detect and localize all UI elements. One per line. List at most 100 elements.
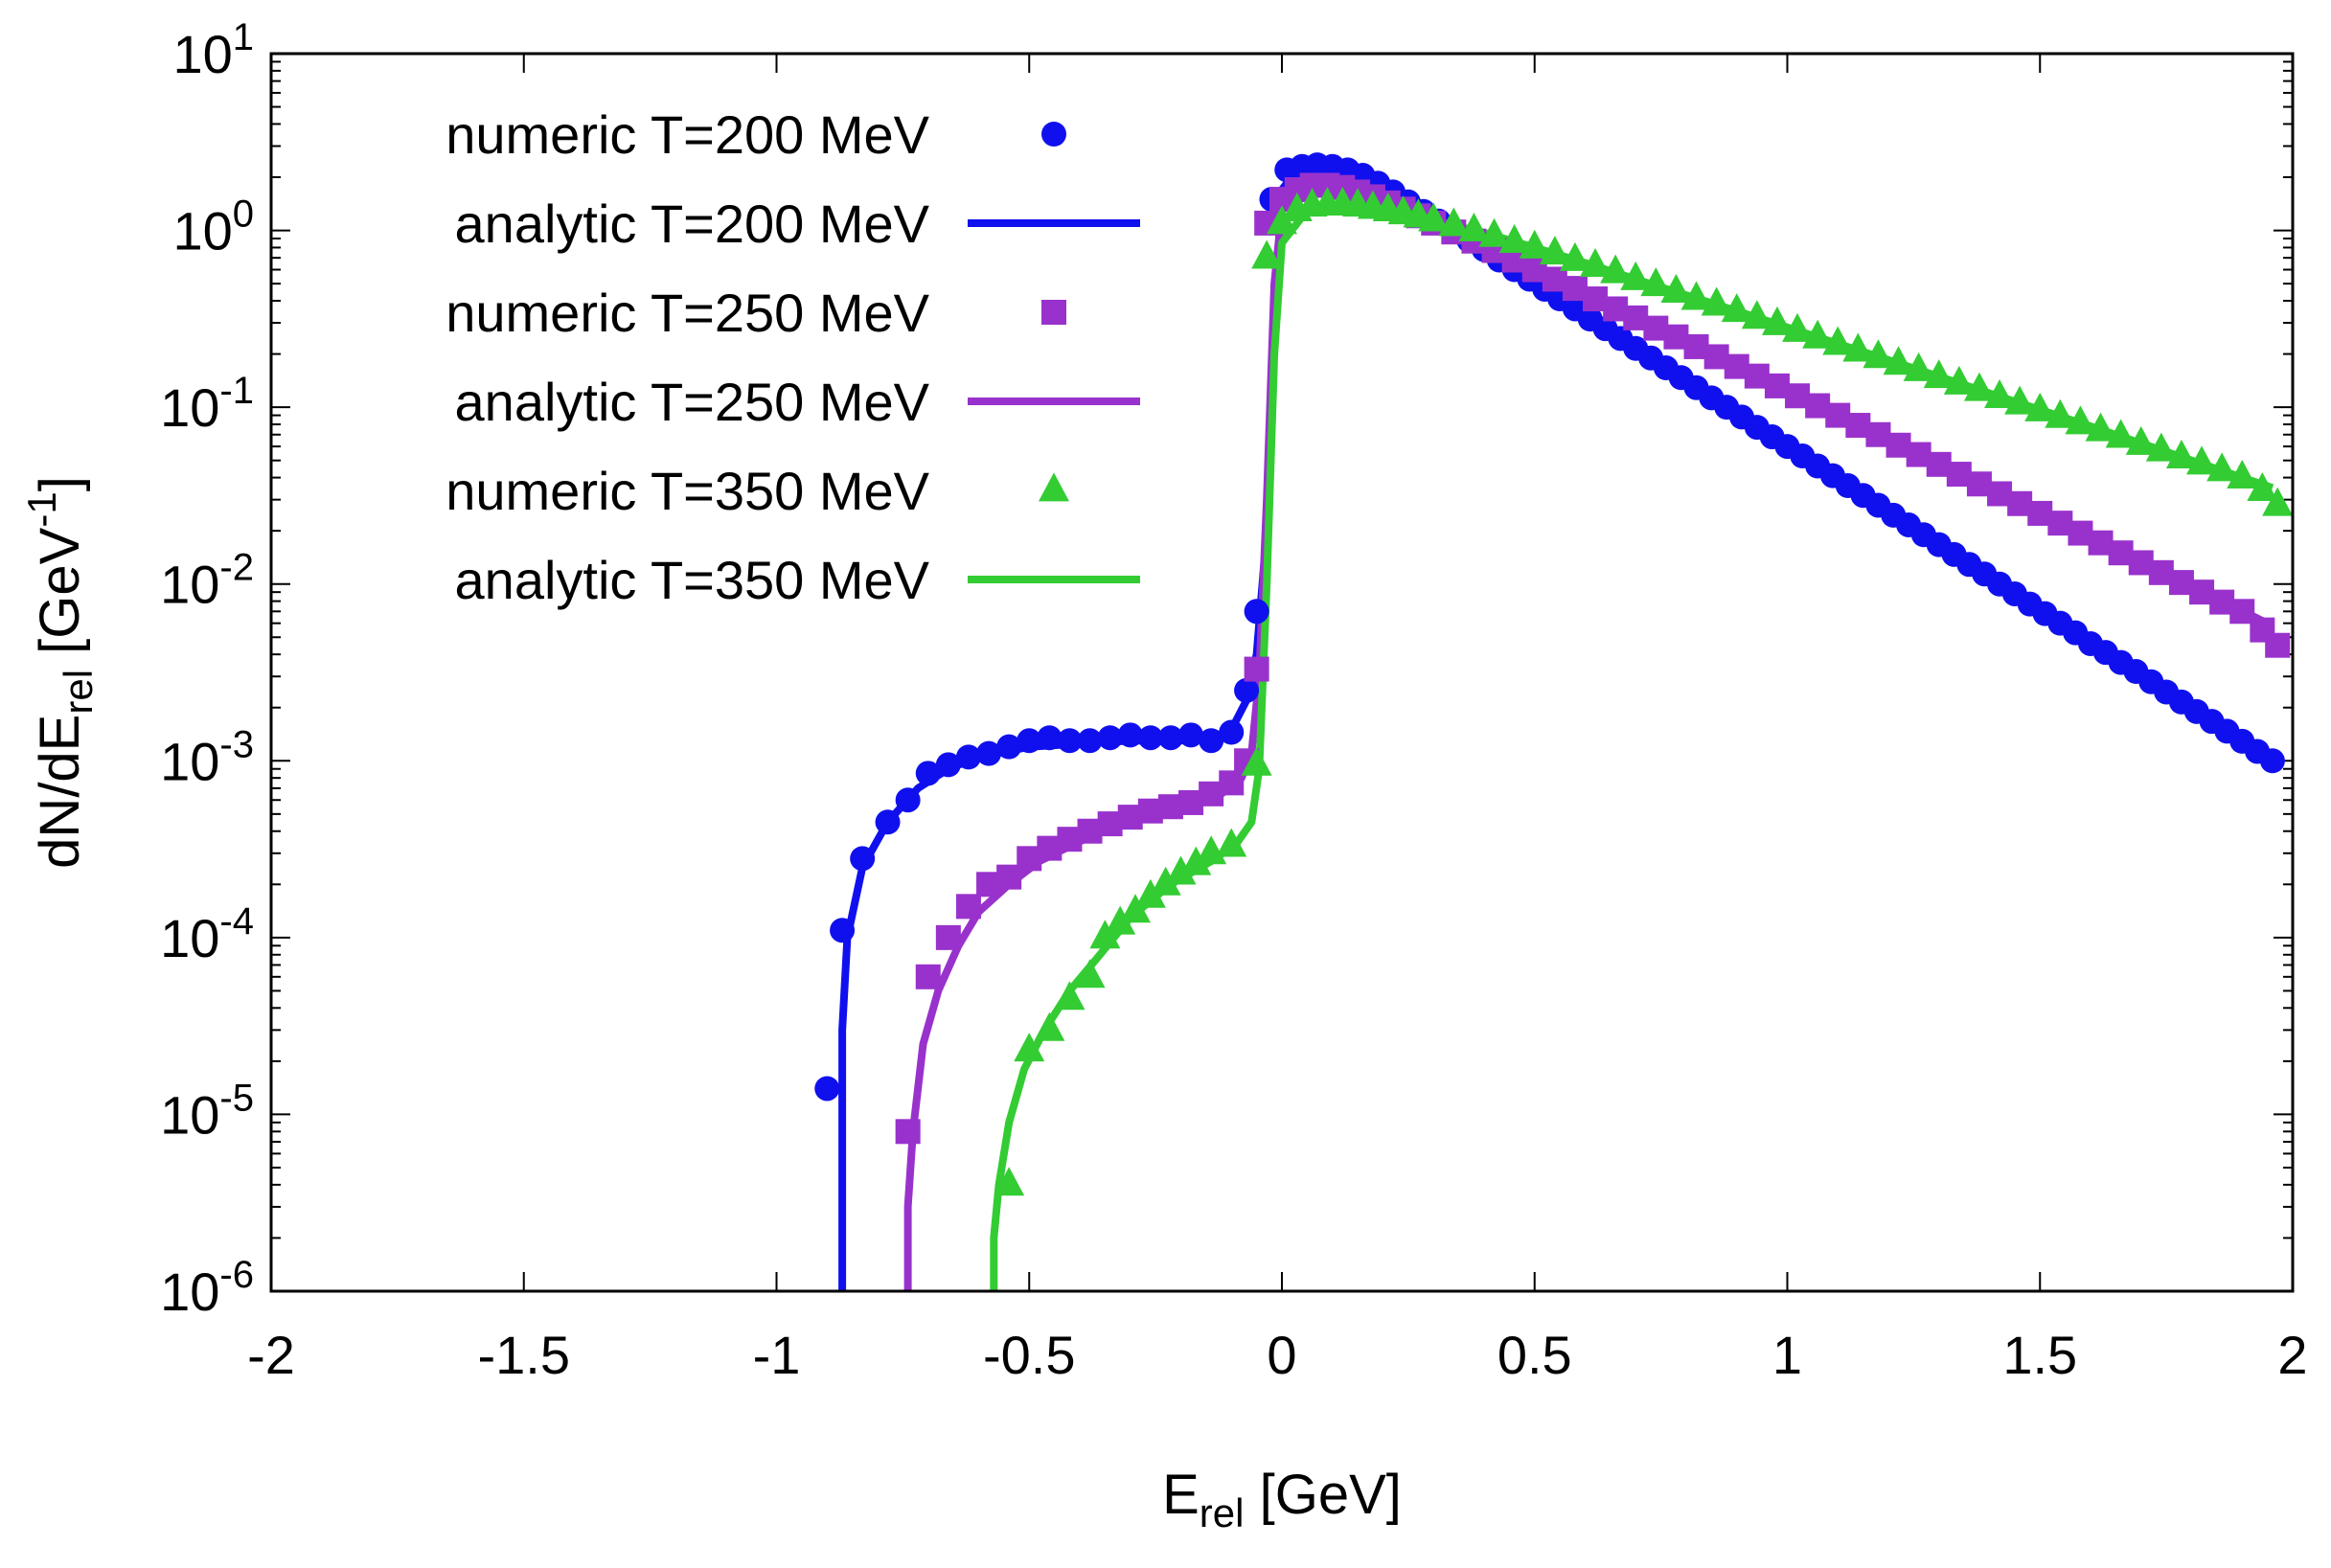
data-point — [2105, 419, 2137, 448]
data-point — [955, 894, 981, 920]
data-point — [1580, 248, 1611, 278]
y-axis-title: dN/dErel [GeV-1] — [19, 476, 101, 869]
y-tick-label: 10-3 — [160, 723, 254, 791]
y-axis-title-pre: dN/dE — [29, 715, 91, 869]
data-point — [1600, 254, 1632, 284]
data-point — [1721, 293, 1752, 323]
data-point — [1014, 1033, 1045, 1062]
legend-label-numeric-t-350-mev: numeric T=350 MeV — [446, 461, 929, 521]
legend-label-analytic-t-350-mev: analytic T=350 MeV — [455, 550, 930, 610]
data-point — [1267, 205, 1297, 235]
y-tick-label: 101 — [172, 16, 254, 84]
data-point — [1199, 728, 1224, 754]
data-point — [1216, 828, 1247, 857]
y-tick-label: 10-5 — [160, 1077, 254, 1145]
data-point — [1054, 981, 1086, 1011]
x-tick-label: -1.5 — [478, 1325, 571, 1385]
data-point — [915, 964, 941, 989]
data-point — [1137, 725, 1163, 751]
data-point — [1822, 326, 1854, 355]
data-point — [915, 761, 941, 786]
data-point — [850, 846, 876, 872]
x-tick-label: -1 — [753, 1325, 801, 1385]
data-point — [875, 809, 901, 835]
data-point — [2227, 459, 2258, 489]
data-point — [1498, 224, 1530, 254]
y-tick-label: 100 — [172, 193, 254, 261]
data-point — [1640, 267, 1672, 297]
data-point — [2045, 398, 2076, 428]
data-point — [996, 734, 1022, 760]
data-point — [1150, 866, 1181, 896]
data-point — [1559, 241, 1590, 271]
data-point — [2265, 632, 2291, 658]
data-point — [1120, 894, 1152, 923]
data-point — [1105, 905, 1136, 935]
data-point — [935, 924, 961, 950]
x-axis-title: Erel [GeV] — [1162, 1464, 1402, 1535]
x-axis-title-main: E — [1162, 1464, 1200, 1526]
data-point — [1660, 273, 1692, 303]
data-point — [1157, 725, 1183, 751]
legend-label-analytic-t-200-mev: analytic T=200 MeV — [455, 193, 930, 254]
data-point — [1741, 300, 1772, 330]
data-point — [1017, 728, 1042, 754]
data-point — [2165, 439, 2197, 468]
data-point — [1196, 835, 1227, 865]
data-point — [1034, 1011, 1065, 1041]
x-tick-label: 0.5 — [1497, 1325, 1572, 1385]
data-point — [1923, 359, 1954, 389]
data-point — [2024, 392, 2056, 421]
legend-sample-numeric-t-350-mev — [1039, 472, 1069, 502]
data-point — [1963, 372, 1995, 401]
data-point — [1802, 319, 1834, 349]
plot-frame — [269, 52, 2295, 1293]
data-point — [2065, 405, 2096, 435]
x-tick-label: 2 — [2277, 1325, 2307, 1385]
data-point — [2259, 748, 2285, 774]
data-point — [1701, 286, 1732, 316]
data-point — [1863, 339, 1894, 369]
data-point — [1984, 379, 2016, 409]
y-axis-title-sub: rel — [56, 670, 101, 715]
data-point — [1943, 365, 1975, 395]
data-point — [1842, 332, 1874, 362]
data-point — [2125, 425, 2157, 455]
data-point — [1089, 920, 1121, 949]
data-point — [1178, 722, 1204, 748]
x-axis-title-rest: [GeV] — [1244, 1464, 1401, 1526]
data-point — [1458, 212, 1490, 241]
data-point — [2145, 432, 2177, 462]
data-point — [1219, 719, 1245, 745]
data-point — [830, 918, 856, 943]
data-point — [2186, 445, 2218, 475]
data-point — [1134, 878, 1166, 908]
data-point — [1241, 746, 1272, 776]
legend-sample-numeric-t-200-mev — [1041, 122, 1066, 147]
data-point — [1539, 236, 1570, 265]
y-tick-label: 10-1 — [160, 370, 254, 438]
x-tick-label: 1 — [1772, 1325, 1802, 1385]
data-point — [1219, 770, 1245, 796]
data-point — [976, 740, 1002, 766]
x-axis-title-sub: rel — [1200, 1490, 1245, 1535]
data-point — [1165, 855, 1197, 885]
data-point — [1883, 346, 1914, 375]
legend-label-analytic-t-250-mev: analytic T=250 MeV — [455, 372, 930, 432]
legend-label-numeric-t-200-mev: numeric T=200 MeV — [446, 104, 929, 165]
data-point — [1519, 229, 1550, 259]
data-point — [1478, 217, 1510, 247]
data-point — [2262, 487, 2293, 516]
data-point — [895, 787, 921, 813]
data-point — [994, 1167, 1025, 1196]
series-points-numeric-t-350-mev — [994, 187, 2293, 1196]
data-point — [935, 752, 961, 778]
series — [814, 152, 2293, 1291]
data-point — [1782, 312, 1814, 342]
data-point — [1761, 306, 1793, 335]
data-point — [2247, 472, 2278, 502]
x-tick-label: 1.5 — [2002, 1325, 2077, 1385]
legend-sample-numeric-t-250-mev — [1041, 300, 1066, 325]
